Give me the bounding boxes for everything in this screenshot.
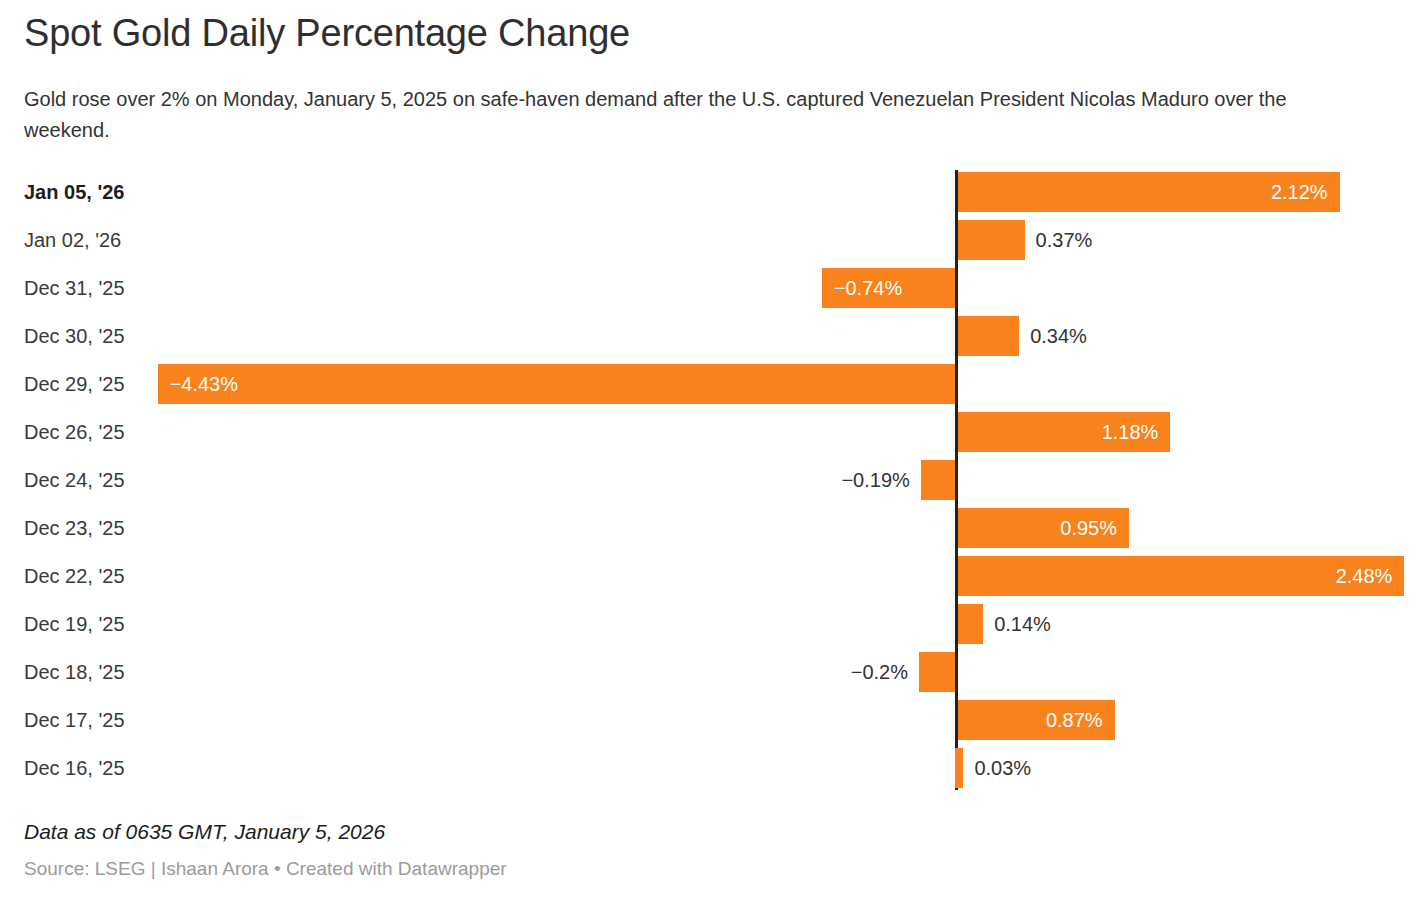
bar xyxy=(958,316,1019,356)
category-label: Dec 17, '25 xyxy=(24,696,125,744)
category-label: Dec 19, '25 xyxy=(24,600,125,648)
value-label: 0.87% xyxy=(1046,700,1103,740)
value-label: −0.19% xyxy=(841,460,909,500)
value-label: −4.43% xyxy=(170,364,238,404)
source-line: Source: LSEG | Ishaan Arora • Created wi… xyxy=(24,858,507,880)
value-label: 0.14% xyxy=(994,604,1051,644)
category-label: Jan 05, '26 xyxy=(24,168,124,216)
category-label: Jan 02, '26 xyxy=(24,216,121,264)
data-note: Data as of 0635 GMT, January 5, 2026 xyxy=(24,820,385,844)
bar xyxy=(919,652,955,692)
chart-canvas: Spot Gold Daily Percentage Change Gold r… xyxy=(0,0,1424,906)
category-label: Dec 26, '25 xyxy=(24,408,125,456)
category-label: Dec 30, '25 xyxy=(24,312,125,360)
category-label: Dec 23, '25 xyxy=(24,504,125,552)
category-label: Dec 16, '25 xyxy=(24,744,125,792)
value-label: −0.74% xyxy=(834,268,902,308)
value-label: 0.37% xyxy=(1036,220,1093,260)
category-label: Dec 31, '25 xyxy=(24,264,125,312)
category-label: Dec 24, '25 xyxy=(24,456,125,504)
bar xyxy=(958,604,983,644)
value-label: 1.18% xyxy=(1102,412,1159,452)
bar xyxy=(921,460,955,500)
value-label: 2.48% xyxy=(1336,556,1393,596)
value-label: −0.2% xyxy=(851,652,908,692)
category-label: Dec 18, '25 xyxy=(24,648,125,696)
value-label: 0.95% xyxy=(1060,508,1117,548)
category-label: Dec 22, '25 xyxy=(24,552,125,600)
value-label: 0.03% xyxy=(974,748,1031,788)
category-label: Dec 29, '25 xyxy=(24,360,125,408)
bar xyxy=(955,748,963,788)
zero-axis-line xyxy=(955,170,958,790)
value-label: 2.12% xyxy=(1271,172,1328,212)
value-label: 0.34% xyxy=(1030,316,1087,356)
bar xyxy=(958,220,1025,260)
bar-chart-plot: Jan 05, '26 2.12% Jan 02, '26 0.37% Dec 31, … xyxy=(0,0,1424,906)
bar xyxy=(158,364,955,404)
